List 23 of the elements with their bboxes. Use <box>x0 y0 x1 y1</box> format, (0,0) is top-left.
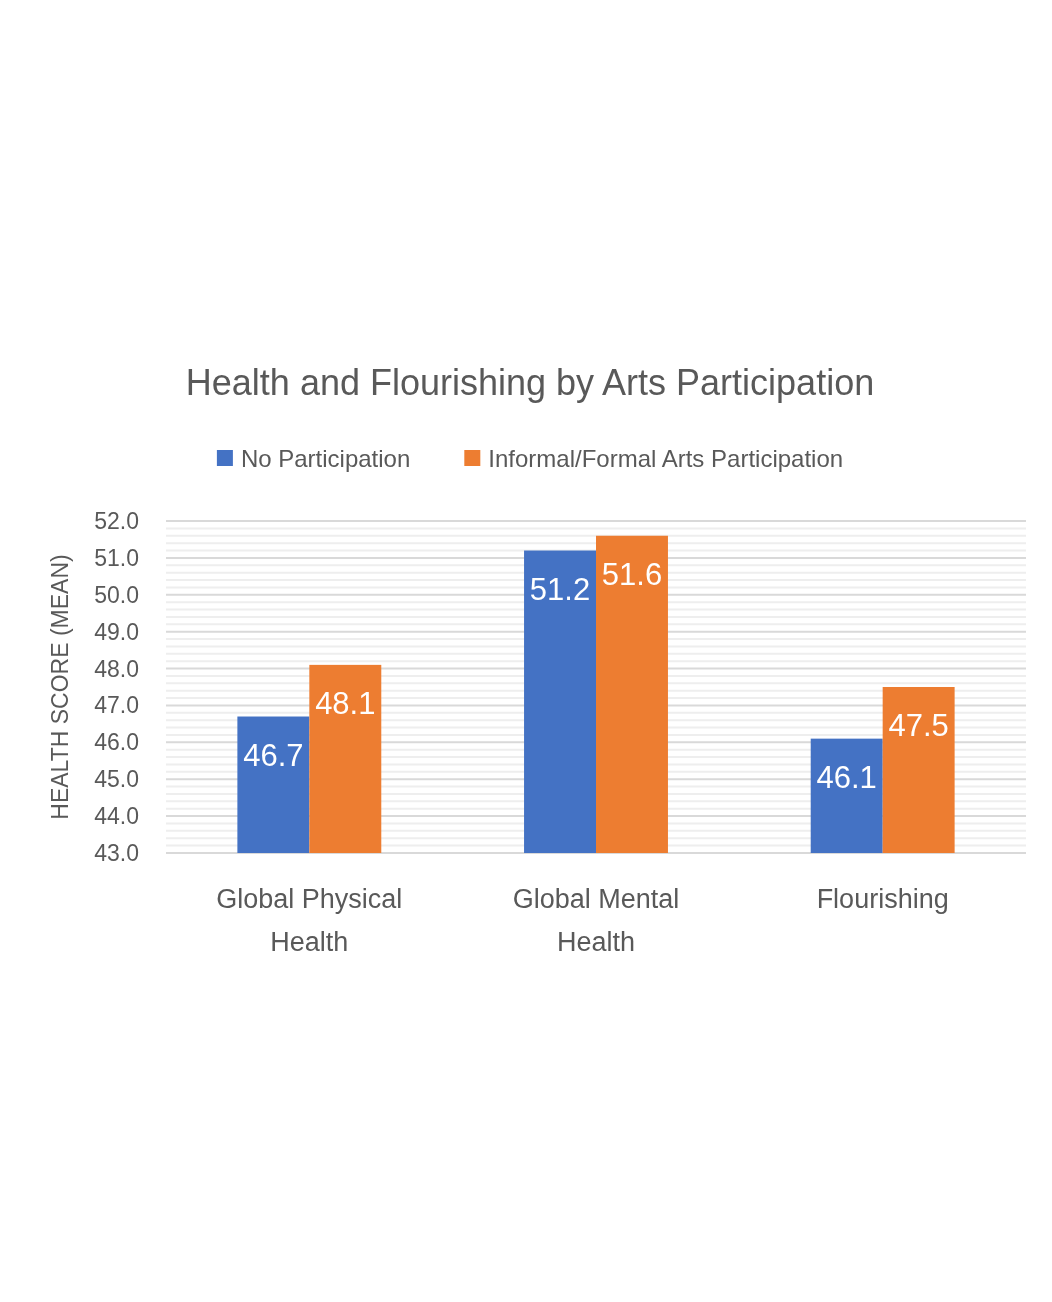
data-label: 46.7 <box>243 737 304 773</box>
legend-label: Informal/Formal Arts Participation <box>488 444 844 472</box>
y-tick-label: 47.0 <box>94 692 139 719</box>
y-tick-label: 48.0 <box>94 655 139 682</box>
y-tick-label: 45.0 <box>94 766 139 793</box>
y-tick-label: 43.0 <box>94 840 139 866</box>
y-axis-title: HEALTH SCORE (MEAN) <box>47 554 73 820</box>
data-label: 46.1 <box>816 759 877 795</box>
x-tick-label: Global Physical Health <box>216 884 403 957</box>
x-tick-label: Flourishing <box>816 884 949 914</box>
y-tick-label: 50.0 <box>94 581 139 608</box>
data-label: 51.6 <box>601 556 663 592</box>
data-label: 47.5 <box>888 707 949 743</box>
y-tick-label: 51.0 <box>94 544 139 571</box>
legend-label: No Participation <box>240 444 411 472</box>
chart-title: Health and Flourishing by Arts Participation <box>185 362 875 403</box>
y-tick-label: 52.0 <box>94 508 139 534</box>
y-tick-label: 46.0 <box>94 729 139 756</box>
y-tick-label: 44.0 <box>94 803 139 830</box>
x-tick-label: Global Mental Health <box>512 884 680 957</box>
y-tick-label: 49.0 <box>94 618 139 645</box>
data-label: 51.2 <box>529 571 591 607</box>
data-label: 48.1 <box>315 685 376 721</box>
